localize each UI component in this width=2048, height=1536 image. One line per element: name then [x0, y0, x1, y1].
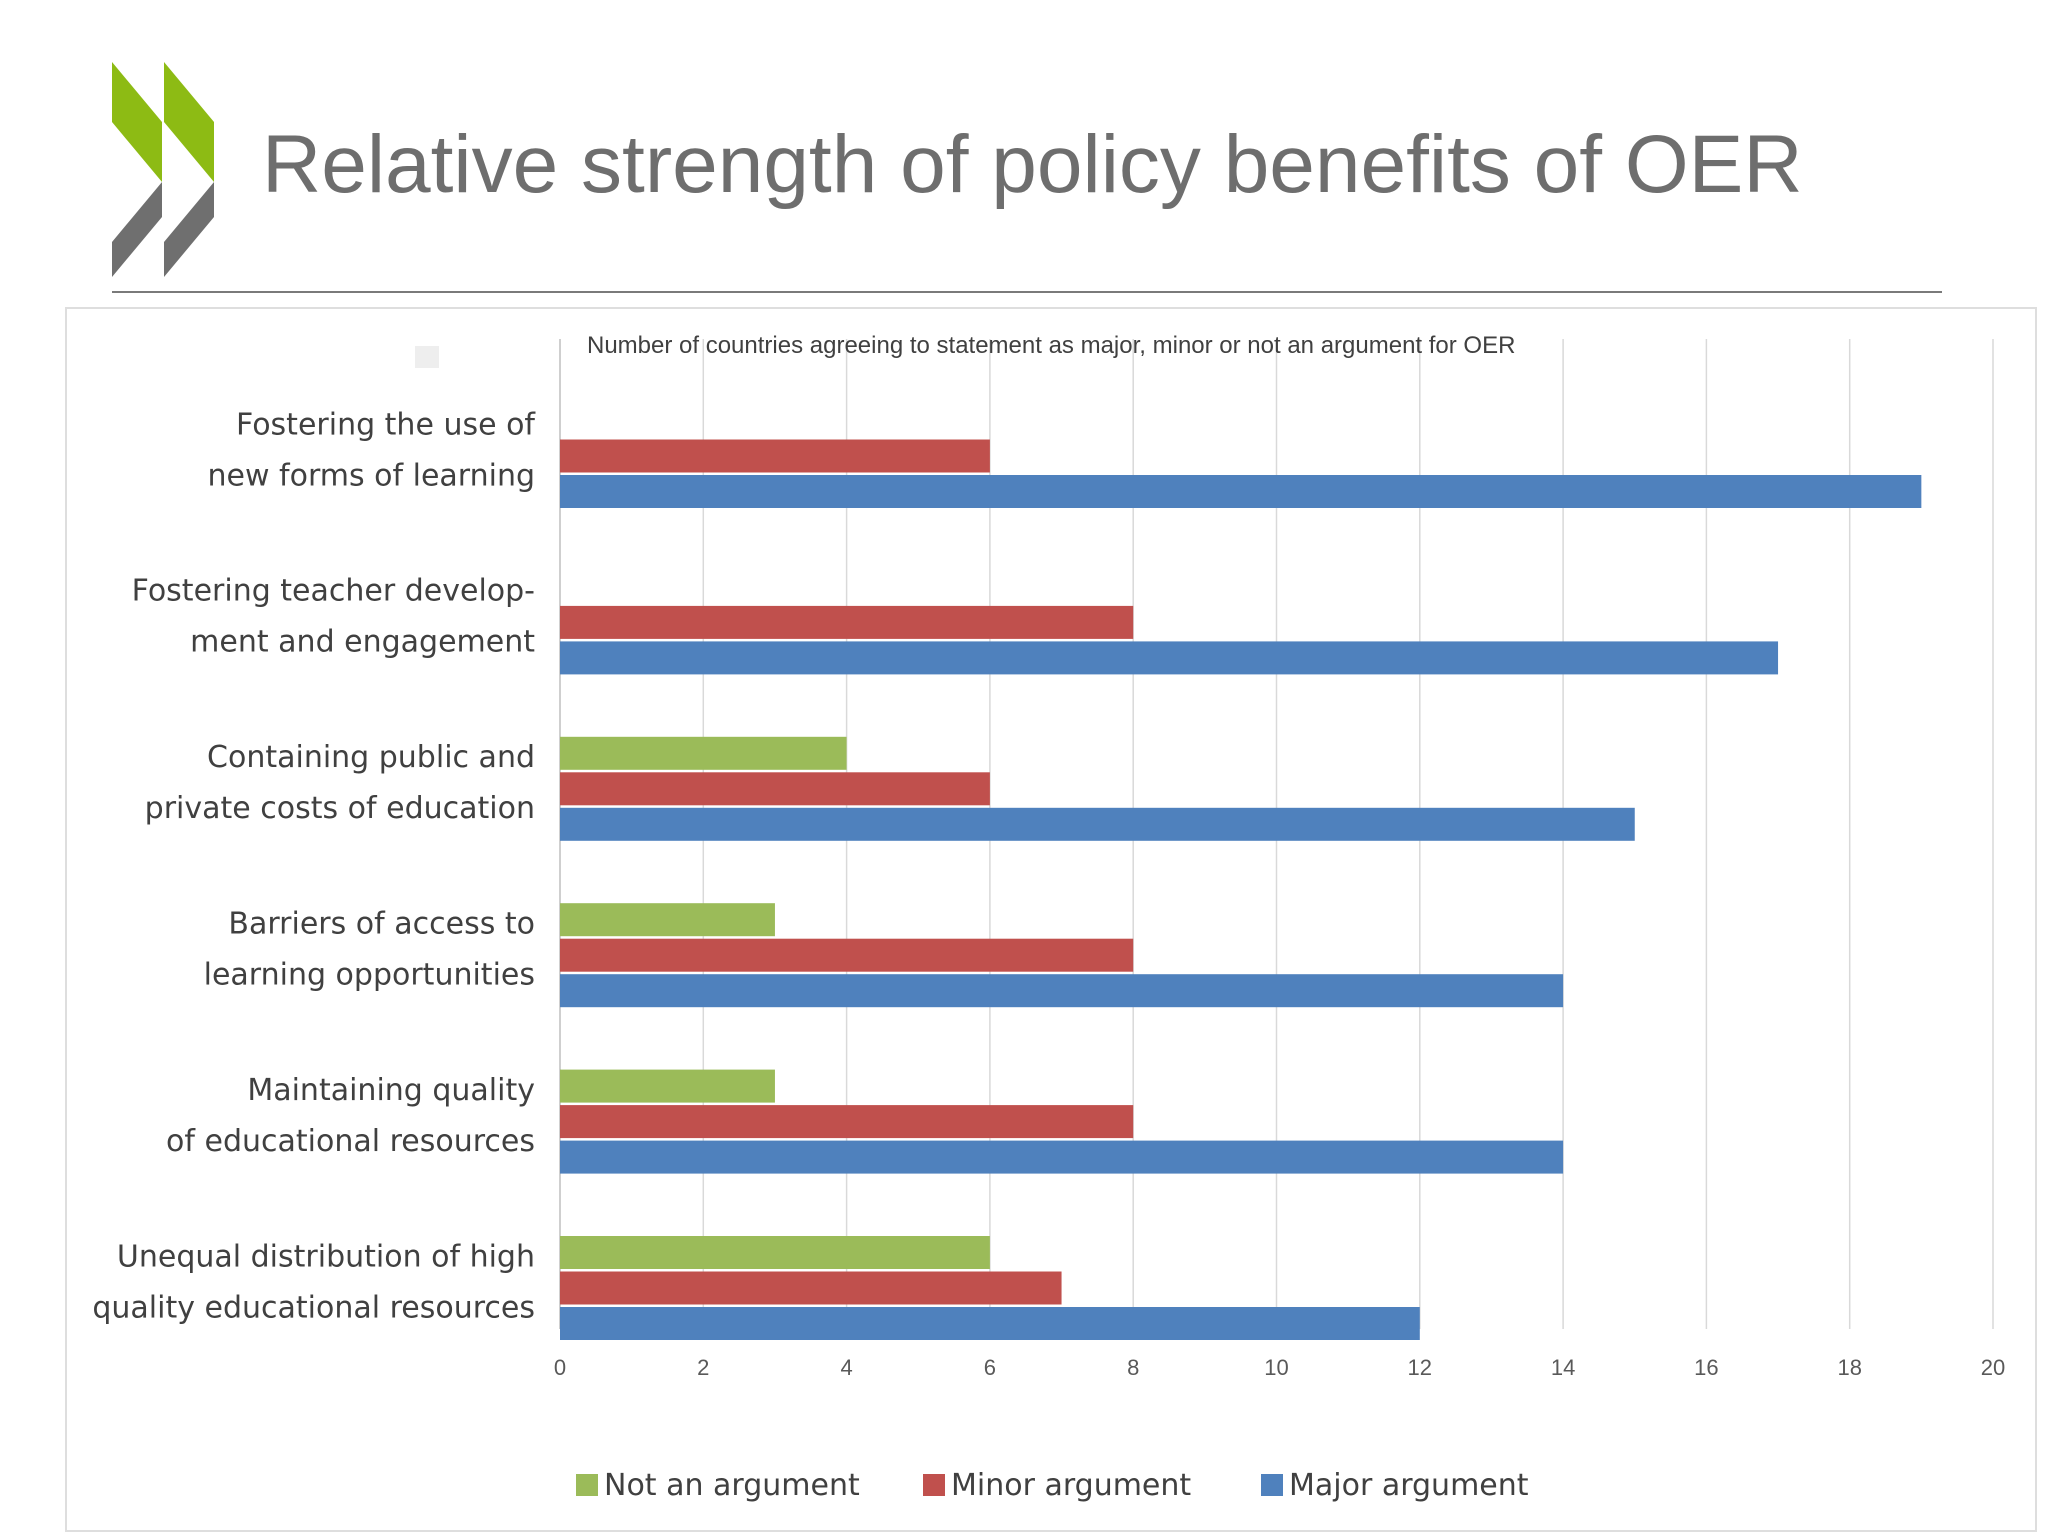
policy-benefits-bar-chart: Fostering the use of new forms of learnin… — [92, 332, 2005, 1503]
bar-minor-argument — [560, 938, 1134, 972]
category-label: Barriers of access to — [228, 906, 535, 941]
category-label: Fostering the use of — [236, 407, 536, 442]
x-tick-label: 0 — [554, 1355, 566, 1380]
placeholder-square — [415, 346, 439, 368]
x-tick-label: 12 — [1408, 1355, 1432, 1380]
bar-major-argument — [560, 641, 1779, 675]
x-axis-ticks: 0 2 4 6 8 10 12 14 16 18 20 — [554, 1355, 2005, 1380]
legend-swatch — [923, 1474, 945, 1496]
bar-major-argument — [560, 475, 1922, 508]
bar-minor-argument — [560, 439, 990, 473]
bar-not-an-argument — [560, 903, 775, 937]
bar-minor-argument — [560, 1105, 1134, 1139]
title-divider — [112, 291, 1942, 293]
category-label: Maintaining quality — [247, 1073, 535, 1108]
x-tick-label: 20 — [1981, 1355, 2005, 1380]
legend-swatch — [1261, 1474, 1283, 1496]
bars — [560, 439, 1922, 1340]
x-tick-label: 14 — [1551, 1355, 1575, 1380]
category-label: Fostering teacher develop- — [132, 574, 535, 609]
category-label: learning opportunities — [204, 957, 535, 992]
x-tick-label: 6 — [984, 1355, 996, 1380]
logo-right-green-chevron — [164, 62, 214, 182]
x-tick-label: 2 — [697, 1355, 709, 1380]
chart-frame: Fostering the use of new forms of learnin… — [65, 307, 2037, 1532]
bar-not-an-argument — [560, 736, 847, 770]
legend-label: Major argument — [1289, 1468, 1529, 1503]
logo-right-gray-chevron — [164, 182, 214, 277]
x-tick-label: 16 — [1694, 1355, 1718, 1380]
x-tick-label: 18 — [1837, 1355, 1861, 1380]
logo-left-gray-chevron — [112, 182, 162, 277]
category-label: private costs of education — [145, 791, 535, 826]
bar-minor-argument — [560, 605, 1134, 639]
logo-left-green-chevron — [112, 62, 162, 182]
bar-not-an-argument — [560, 1236, 990, 1269]
category-label: new forms of learning — [208, 458, 536, 493]
category-label: ment and engagement — [190, 625, 535, 660]
x-tick-label: 8 — [1127, 1355, 1139, 1380]
category-labels: Fostering the use of new forms of learnin… — [92, 407, 536, 1325]
bar-major-argument — [560, 807, 1635, 841]
bar-minor-argument — [560, 772, 990, 806]
oecd-logo-icon — [112, 62, 214, 277]
bar-minor-argument — [560, 1271, 1062, 1305]
category-label: Containing public and — [207, 740, 535, 775]
category-label: Unequal distribution of high — [117, 1239, 535, 1274]
bar-not-an-argument — [560, 1069, 775, 1103]
legend: Not an argument Minor argument Major argum… — [576, 1468, 1529, 1503]
category-label: of educational resources — [166, 1124, 535, 1159]
x-tick-label: 4 — [840, 1355, 852, 1380]
bar-major-argument — [560, 1140, 1564, 1174]
bar-major-argument — [560, 974, 1564, 1008]
slide-title: Relative strength of policy benefits of … — [262, 119, 1803, 210]
legend-label: Minor argument — [951, 1468, 1191, 1503]
x-tick-label: 10 — [1264, 1355, 1288, 1380]
legend-label: Not an argument — [604, 1468, 860, 1503]
legend-swatch — [576, 1474, 598, 1496]
bar-major-argument — [560, 1307, 1420, 1340]
chart-title: Number of countries agreeing to statemen… — [587, 332, 1515, 359]
category-label: quality educational resources — [92, 1290, 535, 1325]
